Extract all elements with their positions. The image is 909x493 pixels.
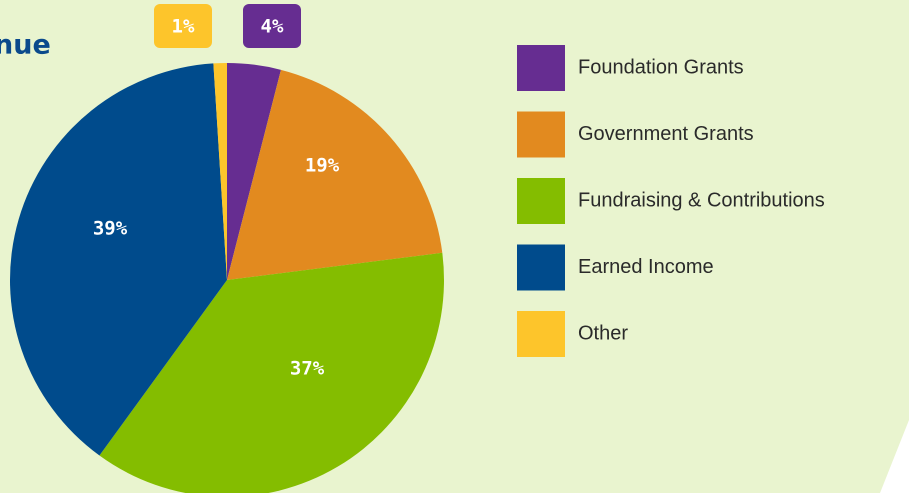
legend-swatch [517,45,565,91]
legend-label: Fundraising & Contributions [578,189,825,211]
legend-label: Government Grants [578,123,754,145]
value-label: 1% [172,16,195,38]
pie-slice [227,63,281,280]
corner-decoration [880,420,909,493]
legend-swatch [517,178,565,224]
chart-title: nue [0,30,51,61]
value-label: 19% [305,155,340,177]
legend-label: Earned Income [578,256,714,278]
value-label: 39% [93,218,128,240]
value-label: 37% [290,358,325,380]
pie-slice [99,252,444,493]
legend-swatch [517,311,565,357]
value-label-box [154,4,212,48]
pie-slice [9,63,228,456]
legend-swatch [517,111,565,158]
value-label-box [243,4,301,48]
legend-swatch [517,244,565,291]
legend-label: Other [578,322,628,344]
value-label: 4% [261,16,284,38]
pie-slice [227,69,443,281]
legend-label: Foundation Grants [578,56,744,78]
pie-slice [213,63,227,280]
